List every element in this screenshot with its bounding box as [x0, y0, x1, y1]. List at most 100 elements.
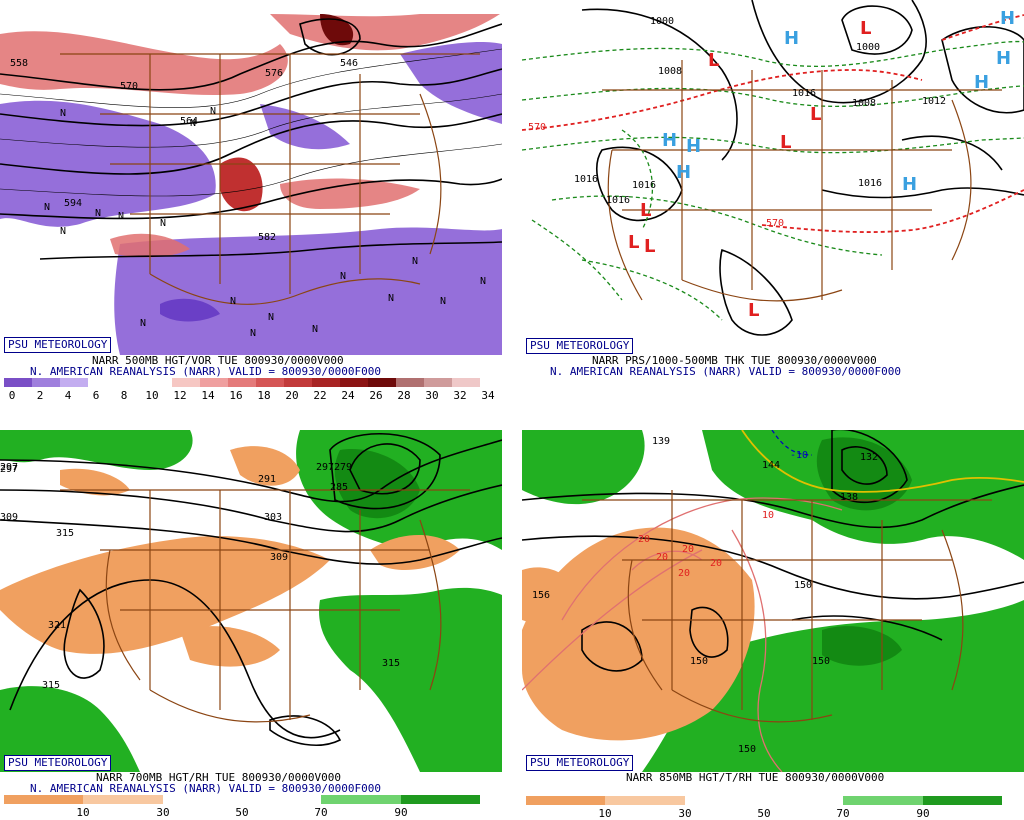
svg-text:156: 156: [532, 590, 550, 601]
svg-text:1000: 1000: [650, 16, 674, 27]
panel-title: NARR 850MB HGT/T/RH TUE 800930/0000V000: [626, 771, 885, 784]
legend-swatch: [400, 795, 480, 804]
svg-text:1016: 1016: [574, 174, 598, 185]
svg-text:N: N: [440, 296, 446, 307]
svg-text:N: N: [480, 276, 486, 287]
legend-tick-label: 22: [313, 389, 327, 402]
legend-swatch: [922, 796, 1002, 805]
svg-text:20: 20: [638, 534, 650, 545]
legend-swatch: [368, 378, 396, 387]
map-850mb-temp-rh: 156 150 150 150 150 144 138 132 139 -10 …: [522, 430, 1024, 772]
svg-text:150: 150: [812, 656, 830, 667]
legend-swatch: [172, 378, 200, 387]
svg-text:150: 150: [690, 656, 708, 667]
color-legend-bar: [4, 378, 480, 387]
legend-ticks: 0 2 4 6 8 10 12 14 16 18 20 22 24 26 28 30 32 34: [4, 389, 495, 402]
legend-ticks: 10 30 50 70 90: [526, 807, 1002, 820]
svg-text:N: N: [190, 118, 196, 129]
svg-text:10: 10: [762, 510, 774, 521]
svg-text:1008: 1008: [852, 98, 876, 109]
legend-swatch: [4, 378, 32, 387]
svg-text:N: N: [60, 226, 66, 237]
high-pressure-icon: H: [784, 28, 800, 49]
high-pressure-icon: H: [902, 174, 918, 195]
svg-text:N: N: [140, 318, 146, 329]
svg-text:1016: 1016: [792, 88, 816, 99]
panel-title: NARR PRS/1000-500MB THK TUE 800930/0000V…: [592, 354, 877, 367]
svg-text:321: 321: [48, 620, 66, 631]
high-pressure-icon: H: [662, 130, 678, 151]
svg-text:309: 309: [270, 552, 288, 563]
legend-tick-label: 16: [229, 389, 243, 402]
low-pressure-icon: L: [780, 132, 792, 153]
legend-swatch: [396, 378, 424, 387]
svg-text:564: 564: [180, 116, 198, 127]
low-pressure-icon: L: [708, 50, 720, 71]
svg-text:N: N: [250, 328, 256, 339]
legend-swatch: [452, 378, 480, 387]
svg-text:1016: 1016: [632, 180, 656, 191]
legend-tick-label: 50: [757, 807, 771, 820]
panel-subtitle: N. AMERICAN REANALYSIS (NARR) VALID = 80…: [550, 365, 901, 378]
svg-text:N: N: [312, 324, 318, 335]
svg-text:315: 315: [382, 658, 400, 669]
psu-meteorology-badge: PSU METEOROLOGY: [4, 755, 112, 771]
svg-text:N: N: [210, 106, 216, 117]
panel-subtitle: N. AMERICAN REANALYSIS (NARR) VALID = 80…: [30, 365, 381, 378]
svg-text:20: 20: [710, 558, 722, 569]
legend-swatch: [684, 796, 764, 805]
svg-text:150: 150: [794, 580, 812, 591]
high-pressure-icon: H: [974, 72, 990, 93]
color-legend-bar: [4, 795, 480, 804]
legend-tick-label: 20: [285, 389, 299, 402]
svg-text:N: N: [160, 218, 166, 229]
map-700mb-rh: 297 291 303 309 315 321 315 315 279 285 …: [0, 430, 502, 772]
svg-text:N: N: [95, 208, 101, 219]
low-pressure-icon: L: [810, 104, 822, 125]
legend-tick-label: 26: [369, 389, 383, 402]
legend-swatch: [200, 378, 228, 387]
legend-swatch: [60, 378, 88, 387]
legend-tick-label: 10: [598, 807, 612, 820]
svg-text:N: N: [60, 108, 66, 119]
legend-tick-label: 8: [120, 389, 128, 402]
svg-text:N: N: [388, 293, 394, 304]
svg-text:139: 139: [652, 436, 670, 447]
svg-text:582: 582: [258, 232, 276, 243]
svg-text:279: 279: [334, 462, 352, 473]
legend-tick-label: 28: [397, 389, 411, 402]
panel-title: NARR 500MB HGT/VOR TUE 800930/0000V000: [92, 354, 344, 367]
legend-swatch: [321, 795, 401, 804]
low-pressure-icon: L: [748, 300, 760, 321]
legend-swatch: [424, 378, 452, 387]
svg-text:291: 291: [258, 474, 276, 485]
psu-meteorology-badge: PSU METEOROLOGY: [526, 755, 634, 771]
legend-tick-label: 14: [201, 389, 215, 402]
legend-tick-label: 2: [36, 389, 44, 402]
svg-text:1000: 1000: [856, 42, 880, 53]
legend-tick-label: 12: [173, 389, 187, 402]
svg-text:N: N: [412, 256, 418, 267]
map-pressure-thickness: 1000 1008 1016 1016 1016 1008 1016 1016 …: [522, 0, 1024, 355]
legend-swatch: [144, 378, 172, 387]
svg-text:315: 315: [56, 528, 74, 539]
svg-text:N: N: [44, 202, 50, 213]
panel-700mb-rh: 297 291 303 309 315 321 315 315 279 285 …: [0, 430, 502, 819]
legend-swatch: [284, 378, 312, 387]
svg-text:1008: 1008: [658, 66, 682, 77]
legend-swatch: [312, 378, 340, 387]
legend-tick-label: 10: [76, 806, 90, 819]
high-pressure-icon: H: [676, 162, 692, 183]
legend-tick-label: 30: [425, 389, 439, 402]
psu-meteorology-badge: PSU METEOROLOGY: [4, 337, 112, 353]
svg-text:132: 132: [860, 452, 878, 463]
legend-tick-label: 10: [145, 389, 159, 402]
svg-text:297: 297: [0, 464, 18, 475]
svg-text:558: 558: [10, 58, 28, 69]
svg-text:315: 315: [42, 680, 60, 691]
legend-tick-label: 30: [678, 807, 692, 820]
svg-text:570: 570: [528, 122, 546, 133]
legend-tick-label: 34: [481, 389, 495, 402]
svg-text:1016: 1016: [858, 178, 882, 189]
